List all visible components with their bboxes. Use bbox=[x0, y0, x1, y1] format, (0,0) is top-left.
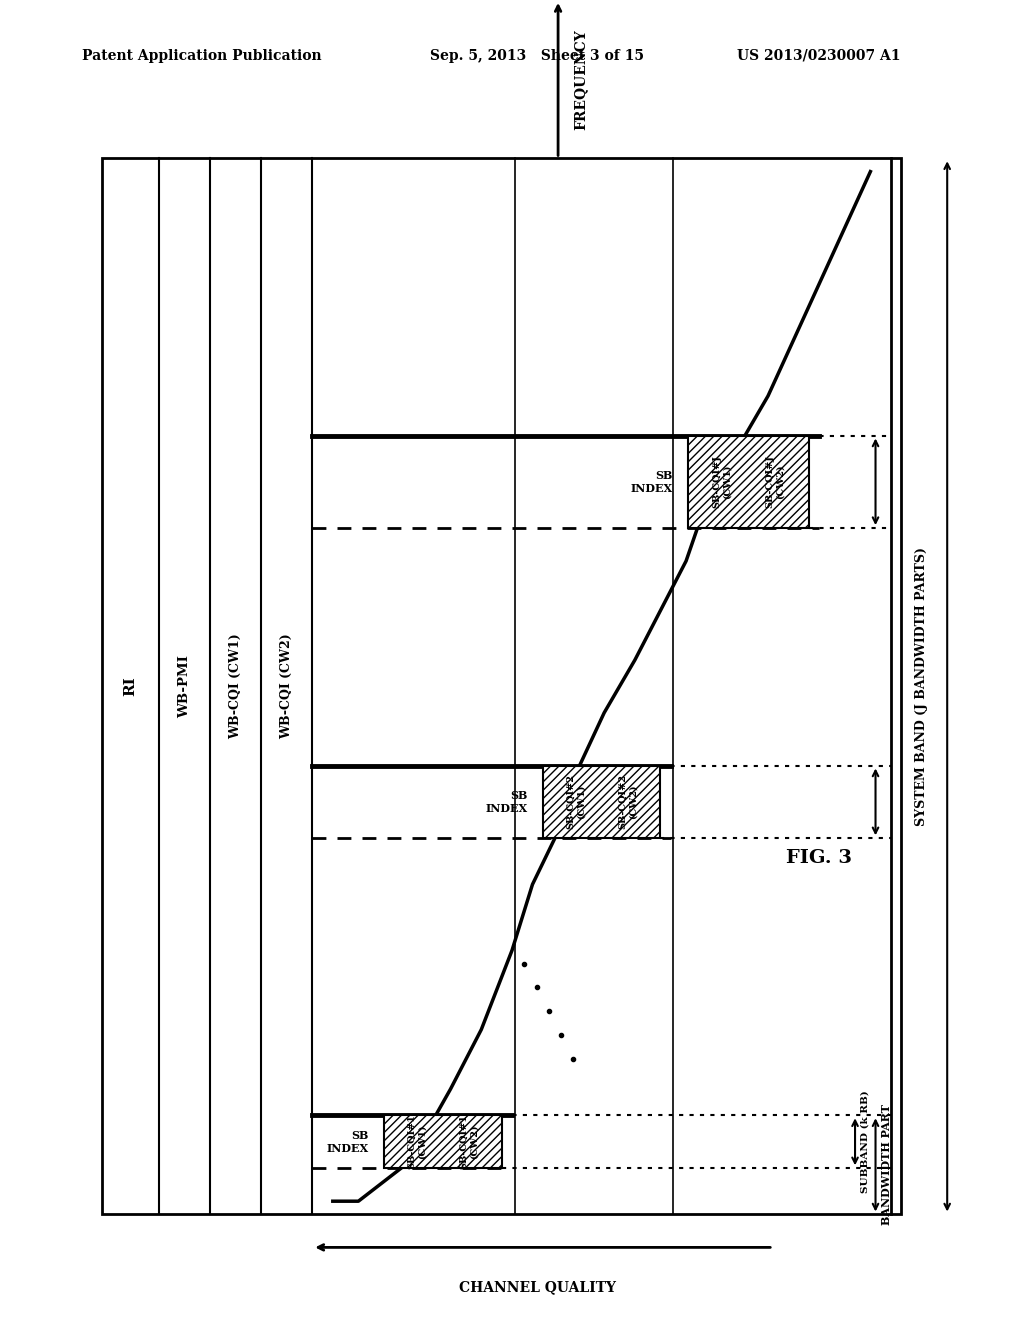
Text: BANDWIDTH PART: BANDWIDTH PART bbox=[881, 1105, 892, 1225]
Text: SB-CQI#1
(CW2): SB-CQI#1 (CW2) bbox=[459, 1114, 478, 1170]
Text: Patent Application Publication: Patent Application Publication bbox=[82, 49, 322, 63]
Text: WB-CQI (CW2): WB-CQI (CW2) bbox=[281, 634, 293, 739]
Text: SYSTEM BAND (J BANDWIDTH PARTS): SYSTEM BAND (J BANDWIDTH PARTS) bbox=[915, 546, 928, 826]
Text: WB-CQI (CW1): WB-CQI (CW1) bbox=[229, 634, 242, 739]
Text: FREQUENCY: FREQUENCY bbox=[573, 29, 588, 129]
Text: WB-PMI: WB-PMI bbox=[178, 655, 190, 718]
Text: FIG. 3: FIG. 3 bbox=[786, 849, 852, 867]
Text: US 2013/0230007 A1: US 2013/0230007 A1 bbox=[737, 49, 901, 63]
Bar bbox=[102, 158, 901, 1214]
Text: SUBBAND (k RB): SUBBAND (k RB) bbox=[860, 1090, 869, 1193]
Text: SB-CQI#2
(CW1): SB-CQI#2 (CW1) bbox=[566, 775, 586, 829]
Text: Sep. 5, 2013   Sheet 3 of 15: Sep. 5, 2013 Sheet 3 of 15 bbox=[430, 49, 644, 63]
Text: RI: RI bbox=[124, 677, 137, 696]
Text: SB-CQI#J
(CW2): SB-CQI#J (CW2) bbox=[765, 455, 784, 508]
Text: SB
INDEX: SB INDEX bbox=[631, 470, 673, 494]
Text: SB
INDEX: SB INDEX bbox=[485, 789, 527, 814]
Bar bbox=[543, 766, 660, 838]
Text: SB-CQI#J
(CW1): SB-CQI#J (CW1) bbox=[713, 455, 732, 508]
Text: CHANNEL QUALITY: CHANNEL QUALITY bbox=[459, 1280, 616, 1295]
Bar bbox=[384, 1115, 502, 1168]
Bar bbox=[688, 436, 809, 528]
Text: SB
INDEX: SB INDEX bbox=[327, 1130, 369, 1154]
Text: SB-CQI#2
(CW2): SB-CQI#2 (CW2) bbox=[617, 775, 637, 829]
Text: SB-CQI#1
(CW1): SB-CQI#1 (CW1) bbox=[408, 1114, 427, 1170]
